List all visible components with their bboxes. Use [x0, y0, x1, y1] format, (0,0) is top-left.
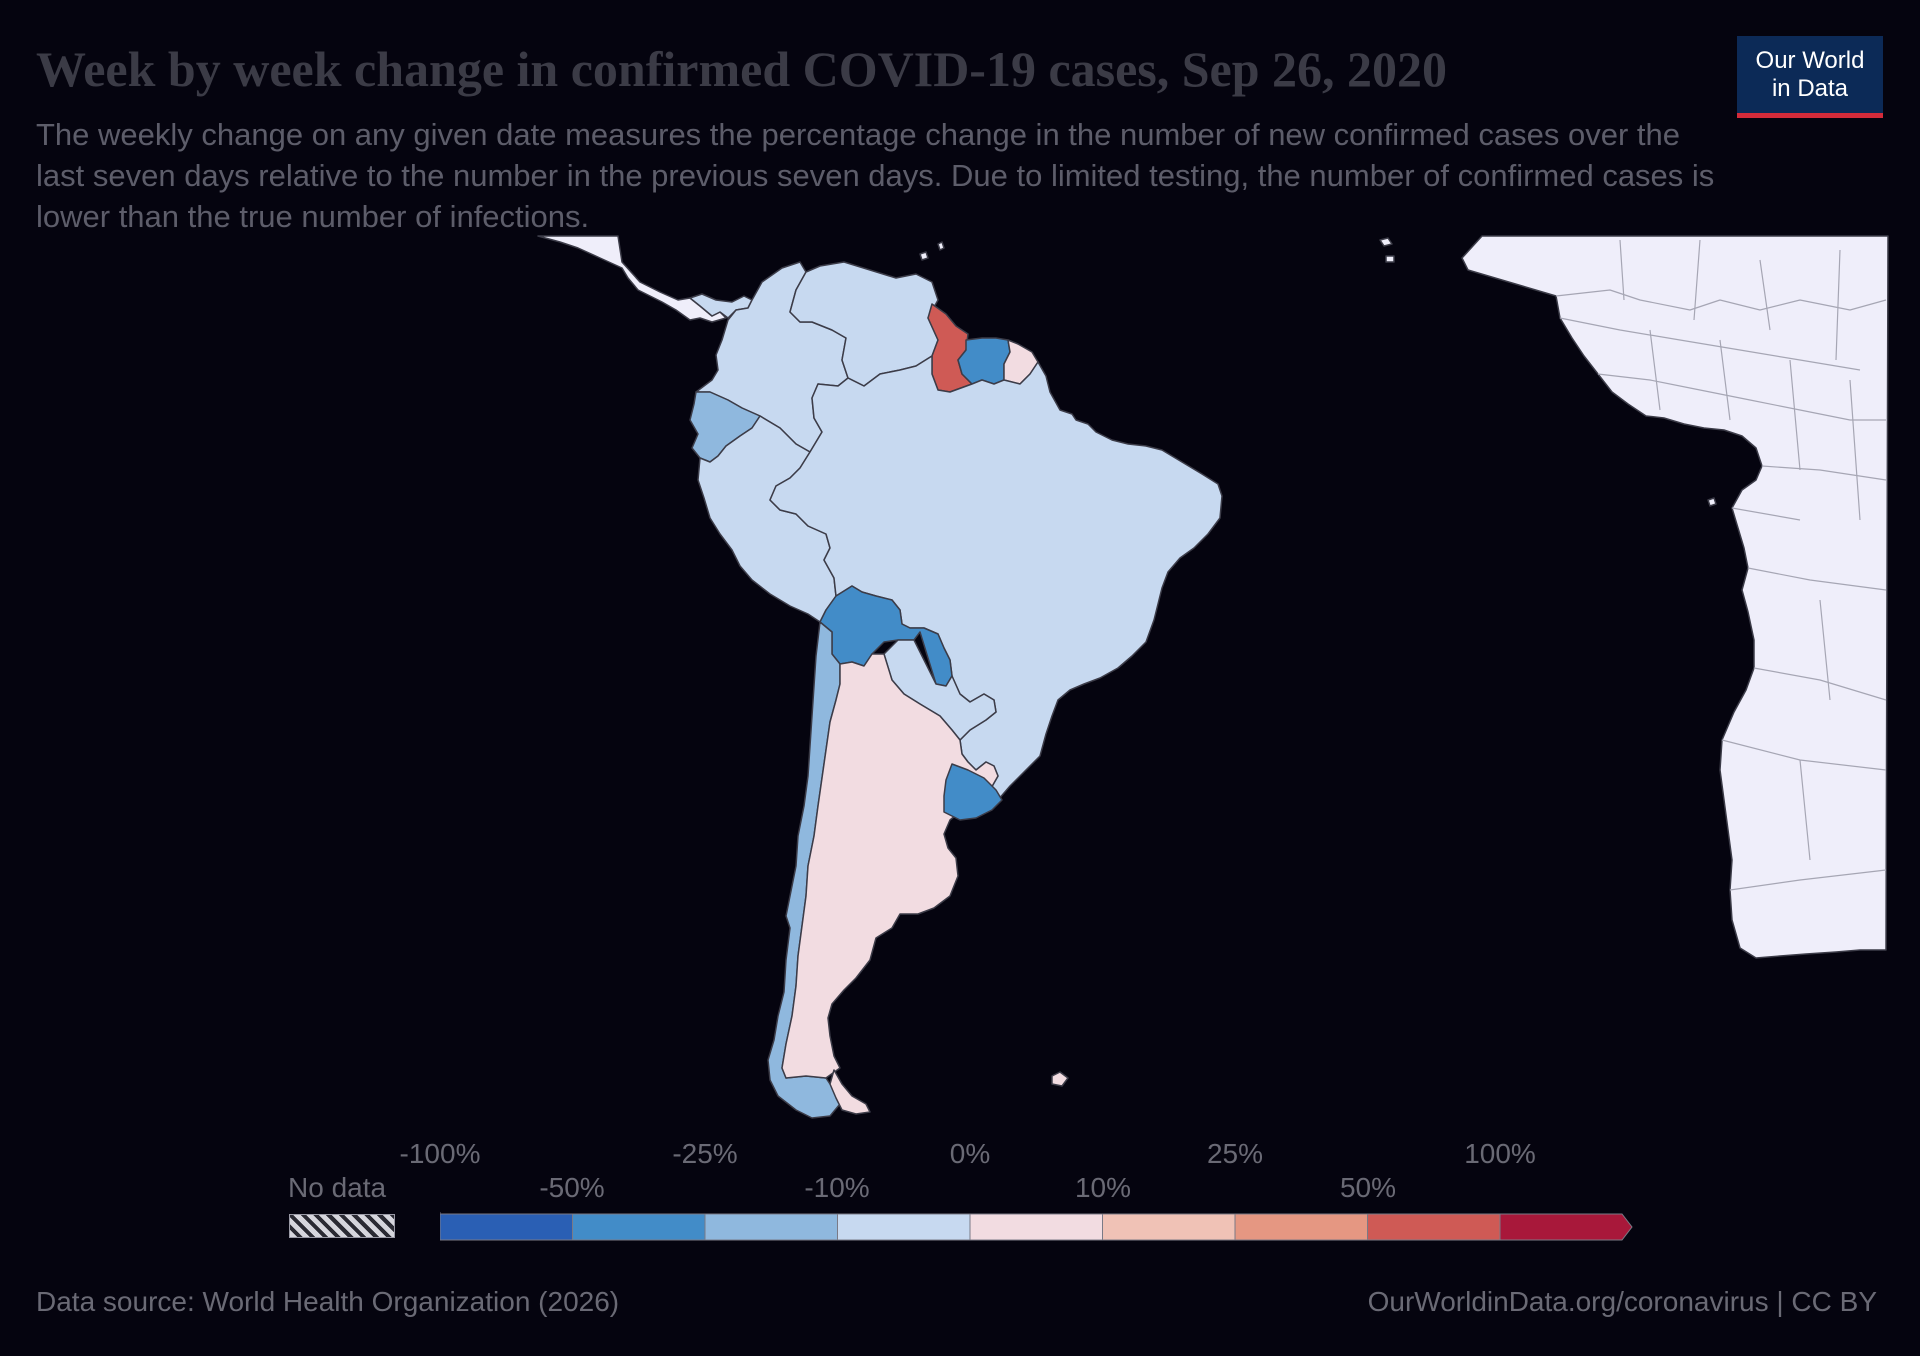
footer-link[interactable]: OurWorldinData.org/coronavirus | CC BY	[1367, 1286, 1877, 1317]
central-america-region[interactable]	[537, 235, 727, 323]
country-argentina-tierra-del-fuego[interactable]	[829, 1069, 871, 1115]
legend-bin-plus-0[interactable]	[969, 1213, 1103, 1241]
country-uruguay[interactable]	[943, 763, 1003, 821]
legend-bin-minus-10[interactable]	[837, 1213, 971, 1241]
choropleth-map[interactable]	[0, 230, 1920, 1146]
island-bioko[interactable]	[1707, 497, 1717, 507]
region-africa[interactable]	[1461, 235, 1889, 959]
data-source: Data source: World Health Organization (…	[36, 1286, 620, 1317]
legend-bin-minus-25[interactable]	[704, 1213, 838, 1241]
caribbean-islands[interactable]	[919, 237, 1395, 263]
legend-label-minus-25: -25%	[672, 1138, 738, 1169]
legend-label-0: 0%	[949, 1138, 991, 1169]
country-argentina[interactable]	[781, 653, 999, 1079]
legend-color-bar[interactable]	[440, 1212, 1636, 1242]
legend-bin-plus-25[interactable]	[1234, 1213, 1368, 1241]
legend-no-data-label: No data	[288, 1172, 387, 1203]
legend-no-data-swatch[interactable]	[289, 1214, 395, 1238]
legend-label-minus-10: -10%	[804, 1172, 870, 1203]
owid-logo[interactable]: Our World in Data	[1737, 36, 1883, 118]
legend-bin-plus-50[interactable]	[1367, 1213, 1501, 1241]
legend-bin-minus-100[interactable]	[440, 1213, 573, 1241]
chart-subtitle: The weekly change on any given date meas…	[36, 117, 1715, 234]
legend-label-100: 100%	[1464, 1138, 1536, 1169]
legend-label-minus-50: -50%	[539, 1172, 605, 1203]
legend-bin-plus-100[interactable]	[1499, 1213, 1633, 1241]
chart-title: Week by week change in confirmed COVID-1…	[36, 41, 1448, 97]
legend-label-50: 50%	[1339, 1172, 1397, 1203]
legend-label-minus-100: -100%	[399, 1138, 481, 1169]
country-brazil[interactable]	[769, 355, 1223, 801]
legend-bin-plus-10[interactable]	[1102, 1213, 1236, 1241]
country-suriname[interactable]	[957, 337, 1011, 385]
country-falkland-islands[interactable]	[1051, 1071, 1069, 1087]
legend-label-10: 10%	[1074, 1172, 1132, 1203]
logo-line-1: Our World	[1755, 47, 1865, 74]
logo-line-2: in Data	[1771, 75, 1849, 102]
legend-label-25: 25%	[1206, 1138, 1264, 1169]
legend-bin-minus-50[interactable]	[572, 1213, 706, 1241]
